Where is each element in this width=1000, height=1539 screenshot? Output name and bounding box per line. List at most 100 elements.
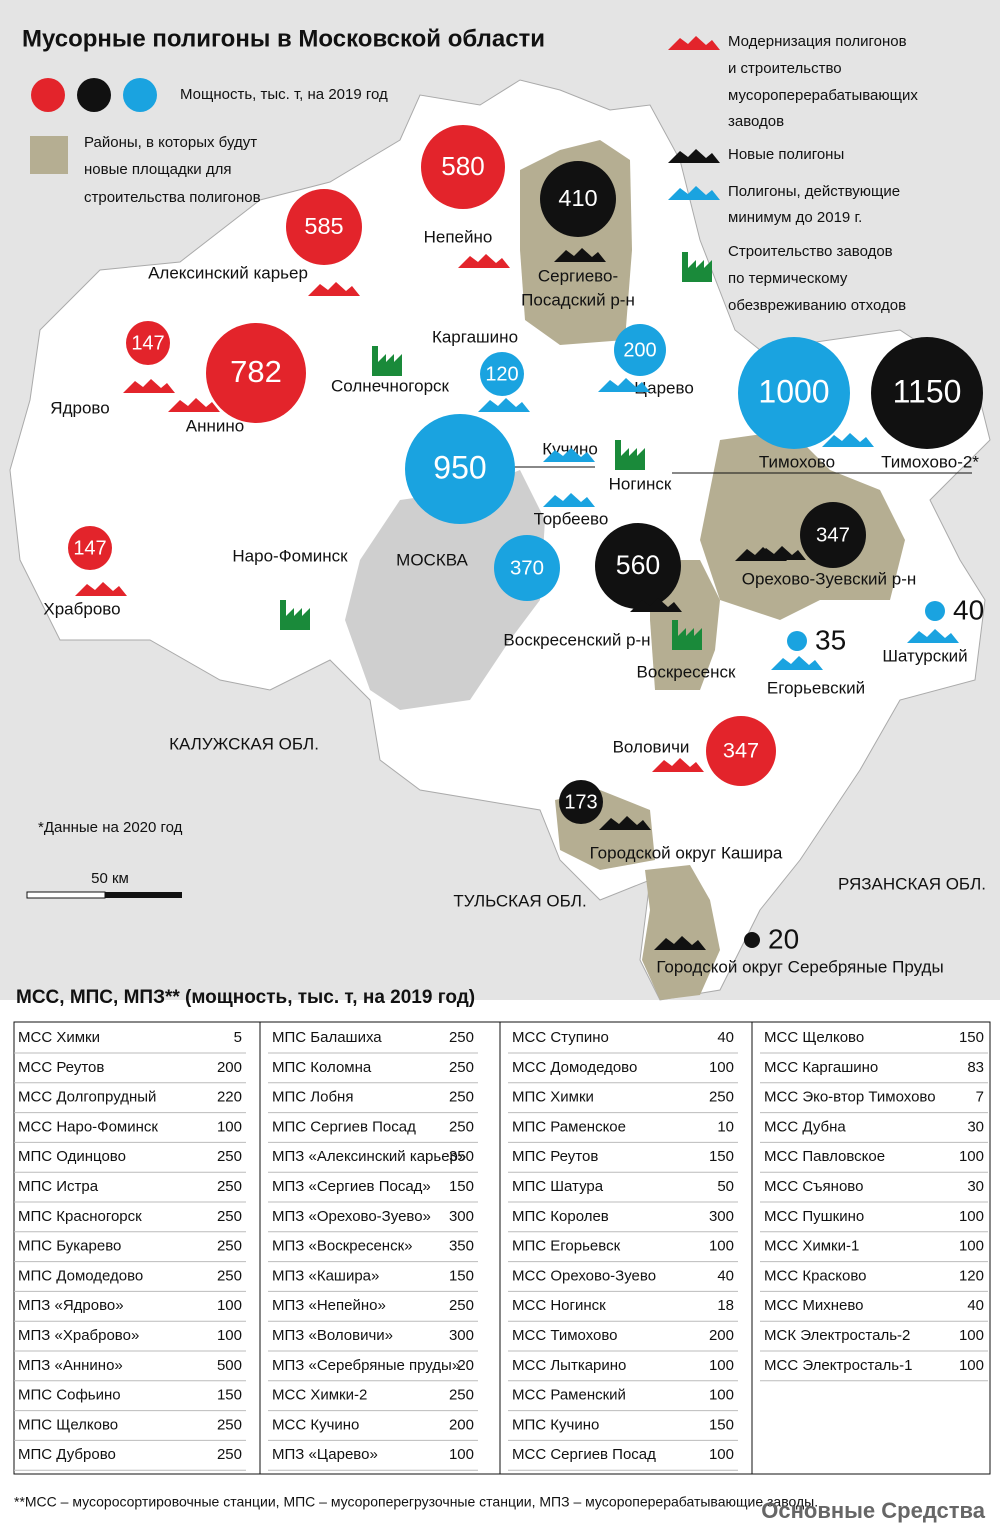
- mountain-icon: [308, 282, 360, 296]
- site-name: Тимохово: [759, 452, 835, 471]
- table-name: МСС Эко-втор Тимохово: [764, 1089, 936, 1106]
- table-value: 40: [717, 1029, 734, 1046]
- table-value: 250: [217, 1238, 242, 1255]
- mountain-icon: [458, 254, 510, 268]
- mountain-icon: [599, 816, 651, 830]
- table-value: 300: [449, 1327, 474, 1344]
- table-name: МПЗ «Воловичи»: [272, 1327, 393, 1344]
- site-value: 950: [433, 449, 486, 485]
- table-name: МПЗ «Серебряные пруды»: [272, 1357, 460, 1374]
- table-frame: [13, 1021, 991, 1475]
- table-name: МСС Химки: [18, 1029, 100, 1046]
- site-name: Воскресенский р-н: [503, 630, 650, 649]
- legend-text: Полигоны, действующие: [728, 183, 900, 200]
- table-value: 250: [449, 1118, 474, 1135]
- table-value: 150: [449, 1267, 474, 1284]
- site-name: Храброво: [43, 599, 120, 618]
- table-value: 100: [709, 1238, 734, 1255]
- table-name: МСС Ногинск: [512, 1297, 606, 1314]
- site-value: 200: [623, 339, 656, 361]
- legend-text: Модернизация полигонов: [728, 33, 907, 50]
- site-circle: [286, 189, 362, 265]
- site-value: 20: [768, 923, 799, 954]
- table-value: 20: [457, 1357, 474, 1374]
- table-title: МСС, МПС, МПЗ** (мощность, тыс. т, на 20…: [16, 987, 475, 1008]
- table-name: МСС Павловское: [764, 1148, 885, 1165]
- site-value: 585: [304, 213, 343, 239]
- table-name: МСС Щелково: [764, 1029, 864, 1046]
- legend-text: по термическому: [728, 270, 848, 287]
- site-circle: [68, 526, 112, 570]
- table-name: МПС Балашиха: [272, 1029, 382, 1046]
- table-name: МСС Ступино: [512, 1029, 609, 1046]
- legend-circle: [77, 78, 111, 112]
- legend-swatch: [30, 136, 68, 174]
- table-value: 150: [449, 1178, 474, 1195]
- table-value: 30: [967, 1118, 984, 1135]
- table-value: 220: [217, 1089, 242, 1106]
- site-value: 147: [131, 332, 164, 354]
- scale-bar: [26, 891, 106, 899]
- watermark: Основные Средства: [761, 1498, 986, 1523]
- site-value: 782: [230, 354, 282, 389]
- table-value: 250: [449, 1297, 474, 1314]
- factory-icon: [672, 620, 702, 650]
- site-value: 173: [564, 791, 597, 813]
- table-value: 250: [449, 1059, 474, 1076]
- table-name: МПС Домодедово: [18, 1267, 143, 1284]
- factory-icon: [372, 346, 402, 376]
- table-name: МСС Пушкино: [764, 1208, 864, 1225]
- table-value: 150: [217, 1387, 242, 1404]
- table-name: МПЗ «Царево»: [272, 1446, 378, 1463]
- table-name: МСС Красково: [764, 1267, 866, 1284]
- mountain-icon: [652, 758, 704, 772]
- legend-text: обезвреживанию отходов: [728, 297, 906, 314]
- mountain-icon: [668, 149, 720, 163]
- site-name: Воловичи: [613, 737, 690, 756]
- table-name: МПЗ «Ядрово»: [18, 1297, 124, 1314]
- scale-bar: [105, 892, 182, 898]
- legend-text: новые площадки для: [84, 161, 231, 178]
- table-name: МСС Дубна: [764, 1118, 846, 1135]
- title: Мусорные полигоны в Московской области: [22, 25, 545, 52]
- table-value: 5: [234, 1029, 242, 1046]
- legend-text: Мощность, тыс. т, на 2019 год: [180, 86, 388, 103]
- table-name: МСС Наро-Фоминск: [18, 1118, 158, 1135]
- table-value: 250: [449, 1387, 474, 1404]
- table-name: МСС Орехово-Зуево: [512, 1267, 656, 1284]
- site-circle: [614, 324, 666, 376]
- table-value: 40: [967, 1297, 984, 1314]
- table-value: 200: [449, 1416, 474, 1433]
- table-value: 100: [959, 1238, 984, 1255]
- table-value: 40: [717, 1267, 734, 1284]
- table-name: МПС Истра: [18, 1178, 99, 1195]
- factory-icon: [682, 252, 712, 282]
- table-name: МПС Шатура: [512, 1178, 604, 1195]
- table-name: МПС Егорьевск: [512, 1238, 621, 1255]
- site-value: 147: [73, 537, 106, 559]
- site-name: Шатурский: [882, 646, 967, 665]
- table-name: МПС Химки: [512, 1089, 594, 1106]
- table-value: 150: [959, 1029, 984, 1046]
- mountain-icon: [822, 433, 874, 447]
- table-name: МПЗ «Кашира»: [272, 1267, 379, 1284]
- table-name: МСС Лыткарино: [512, 1357, 626, 1374]
- table-name: МСС Сергиев Посад: [512, 1446, 656, 1463]
- site-name: Каргашино: [432, 327, 518, 346]
- legend-text: заводов: [728, 113, 784, 130]
- table-name: МСС Реутов: [18, 1059, 104, 1076]
- mountain-icon: [478, 398, 530, 412]
- table-value: 18: [717, 1297, 734, 1314]
- site-circle: [744, 932, 760, 948]
- table-value: 7: [976, 1089, 984, 1106]
- table-name: МСС Кучино: [272, 1416, 359, 1433]
- site-name: Егорьевский: [767, 678, 865, 697]
- place-label: РЯЗАНСКАЯ ОБЛ.: [838, 874, 986, 893]
- table-name: МПС Букарево: [18, 1238, 121, 1255]
- mountain-icon: [907, 629, 959, 643]
- table-name: МПС Коломна: [272, 1059, 372, 1076]
- table-value: 250: [217, 1178, 242, 1195]
- site-circle: [706, 716, 776, 786]
- table-name: МСС Каргашино: [764, 1059, 878, 1076]
